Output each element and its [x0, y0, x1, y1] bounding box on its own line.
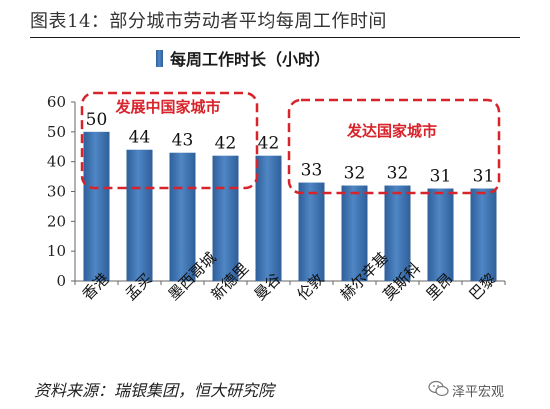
bars	[83, 131, 497, 281]
bar	[298, 182, 325, 281]
annotation-label: 发展中国家城市	[114, 98, 220, 116]
data-label: 32	[344, 164, 366, 184]
legend-label: 每周工作时长（小时）	[170, 50, 330, 69]
watermark: 泽平宏观	[452, 385, 505, 400]
bar	[126, 149, 153, 281]
bar	[212, 155, 239, 281]
y-tick-label: 30	[47, 183, 66, 201]
y-tick-label: 40	[47, 153, 66, 171]
data-label: 42	[215, 134, 237, 154]
data-label: 33	[301, 161, 323, 181]
bar	[384, 185, 411, 281]
y-tick-label: 20	[47, 212, 66, 230]
data-labels: 50 44 43 42 42 33 32 32 31 31	[86, 110, 495, 187]
title-divider	[30, 37, 520, 38]
y-tick-label: 60	[47, 93, 66, 111]
data-label: 43	[172, 131, 194, 151]
data-label: 32	[387, 164, 409, 184]
bar	[255, 155, 282, 281]
y-tick-label: 0	[56, 272, 66, 290]
annotation-box	[80, 91, 259, 190]
figure-title: 图表14：部分城市劳动者平均每周工作时间	[30, 11, 387, 32]
annotation-box	[287, 98, 501, 195]
bar	[427, 188, 454, 281]
legend: 每周工作时长（小时）	[156, 50, 330, 69]
bar	[83, 131, 110, 281]
legend-swatch	[156, 50, 163, 67]
bar	[169, 152, 196, 281]
data-label: 50	[86, 110, 108, 130]
data-label: 44	[129, 128, 151, 148]
bar	[470, 188, 497, 281]
bar	[341, 185, 368, 281]
source-note: 资料来源：瑞银集团，恒大研究院	[34, 381, 275, 400]
wechat-icon	[428, 380, 449, 397]
annotation-label: 发达国家城市	[346, 122, 437, 140]
y-tick-label: 50	[47, 123, 66, 141]
data-label: 31	[473, 167, 495, 187]
y-tick-label: 10	[47, 242, 66, 260]
data-label: 42	[258, 134, 280, 154]
data-label: 31	[430, 167, 452, 187]
